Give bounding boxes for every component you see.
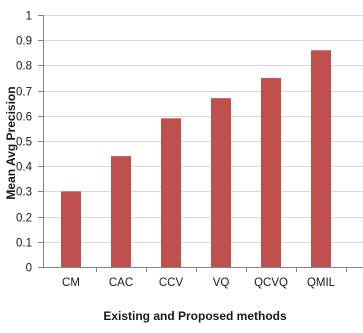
x-tick-label-qcvq: QCVQ [254, 277, 288, 289]
y-tick-label: 0.8 [16, 61, 32, 73]
x-tick-label-cac: CAC [109, 277, 133, 289]
x-tick-label-cm: CM [62, 277, 80, 289]
bar-cm [61, 191, 81, 267]
y-tick-label: 0.4 [16, 162, 33, 174]
y-tick-label: 0.9 [16, 36, 32, 48]
bars [61, 50, 331, 267]
axes [38, 15, 363, 272]
y-tick-label: 0.6 [16, 112, 32, 124]
gridlines [43, 15, 363, 243]
y-tick-labels: 0 0.1 0.2 0.3 0.4 0.5 0.6 0.7 0.8 0.9 1 [16, 11, 33, 275]
x-tick-label-vq: VQ [213, 277, 230, 289]
bar-qcvq [261, 78, 281, 267]
y-tick-label: 0.5 [16, 137, 32, 149]
x-tick-label-qmil: QMIL [307, 277, 336, 289]
bar-ccv [161, 118, 181, 267]
bar-qmil [311, 50, 331, 267]
x-tick-label-ccv: CCV [159, 277, 184, 289]
y-tick-label: 1 [26, 11, 32, 23]
y-tick-label: 0 [26, 263, 32, 275]
y-tick-label: 0.3 [16, 187, 32, 199]
bar-cac [111, 156, 131, 267]
bar-vq [211, 98, 231, 267]
y-tick-label: 0.2 [16, 213, 32, 225]
x-tick-labels: CM CAC CCV VQ QCVQ QMIL [62, 277, 336, 289]
x-axis-title: Existing and Proposed methods [103, 309, 287, 323]
y-tick-label: 0.1 [16, 238, 32, 250]
y-tick-label: 0.7 [16, 87, 32, 99]
y-axis-title: Mean Avg Precision [4, 86, 18, 199]
